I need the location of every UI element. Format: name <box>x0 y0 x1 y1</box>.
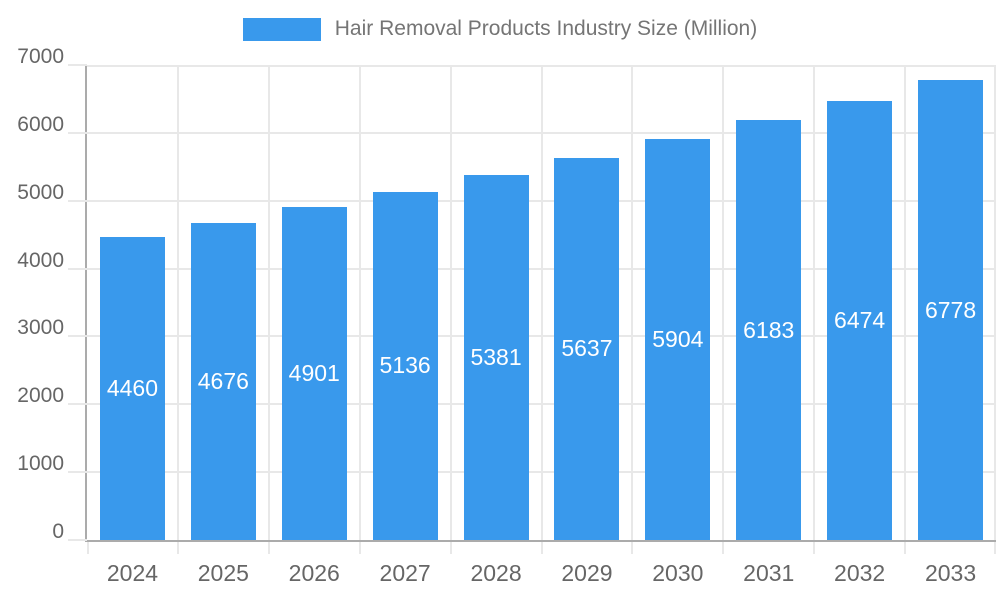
x-tick-label: 2027 <box>379 560 431 586</box>
x-tick-mark <box>994 542 996 554</box>
x-tick-mark <box>904 542 906 554</box>
x-tick-label: 2024 <box>106 560 159 586</box>
v-gridline <box>904 65 906 540</box>
y-tick-mark <box>68 471 87 474</box>
y-tick-label: 4000 <box>17 248 64 272</box>
x-tick-label: 2030 <box>652 560 704 586</box>
y-tick-label: 1000 <box>17 452 64 476</box>
x-tick-label: 2026 <box>288 560 340 586</box>
bar-2031[interactable]: 6183 <box>736 120 802 540</box>
bar-2032[interactable]: 6474 <box>827 100 893 540</box>
bar-value-label: 4460 <box>106 375 159 402</box>
y-tick-label: 2000 <box>17 384 64 408</box>
chart-legend: Hair Removal Products Industry Size (Mil… <box>0 16 1000 42</box>
x-tick-mark <box>722 542 724 554</box>
y-tick-label: 6000 <box>17 112 64 136</box>
plot-area: 4460 4676 4901 5136 5381 5637 5904 6183 6474 6778 <box>87 65 996 540</box>
x-tick-mark <box>541 542 543 554</box>
legend-swatch <box>242 17 321 41</box>
y-tick-label: 0 <box>52 520 64 543</box>
v-gridline <box>994 65 996 540</box>
x-tick-mark <box>268 542 270 554</box>
x-tick-label: 2028 <box>470 560 522 586</box>
y-axis-line <box>85 65 87 542</box>
v-gridline <box>359 65 361 540</box>
bar-2025[interactable]: 4676 <box>190 222 256 540</box>
y-tick-mark <box>68 64 87 66</box>
bar-2029[interactable]: 5637 <box>554 157 620 540</box>
x-tick-mark <box>450 542 452 554</box>
y-tick-label: 5000 <box>17 180 64 204</box>
bar-value-label: 4676 <box>197 367 249 394</box>
x-tick-mark <box>177 542 179 554</box>
x-tick-mark <box>359 542 361 554</box>
bar-2028[interactable]: 5381 <box>463 174 529 540</box>
bar-value-label: 5637 <box>561 335 613 362</box>
bar-2030[interactable]: 5904 <box>645 139 711 540</box>
x-tick-label: 2032 <box>834 560 886 586</box>
bar-value-label: 6778 <box>924 296 977 323</box>
y-tick-mark <box>68 267 87 270</box>
y-tick-mark <box>68 403 87 406</box>
bar-value-label: 5904 <box>652 326 704 353</box>
bar-2024[interactable]: 4460 <box>99 237 165 540</box>
bar-value-label: 4901 <box>288 360 340 387</box>
bar-value-label: 6183 <box>743 316 795 343</box>
y-axis: 0 1000 2000 3000 4000 5000 6000 7000 <box>0 0 87 600</box>
bar-2033[interactable]: 6778 <box>918 80 984 540</box>
v-gridline <box>541 65 543 540</box>
y-tick-mark <box>68 131 87 134</box>
x-tick-mark <box>813 542 815 554</box>
y-tick-mark <box>68 199 87 202</box>
x-tick-mark <box>87 542 89 554</box>
y-tick-label: 3000 <box>17 316 64 340</box>
v-gridline <box>631 65 633 540</box>
y-tick-mark <box>68 539 87 541</box>
x-tick-label: 2031 <box>743 560 795 586</box>
legend-item[interactable]: Hair Removal Products Industry Size (Mil… <box>242 16 758 42</box>
v-gridline <box>813 65 815 540</box>
v-gridline <box>722 65 724 540</box>
v-gridline <box>450 65 452 540</box>
bar-2026[interactable]: 4901 <box>281 207 347 540</box>
bar-value-label: 5381 <box>470 343 522 370</box>
y-tick-label: 7000 <box>17 45 64 68</box>
bar-value-label: 5136 <box>379 352 431 379</box>
x-tick-label: 2025 <box>197 560 249 586</box>
x-axis: 2024 2025 2026 2027 2028 2029 2030 2031 2032 2033 <box>87 542 996 600</box>
x-tick-label: 2029 <box>561 560 613 586</box>
bar-2027[interactable]: 5136 <box>372 191 438 540</box>
bar-value-label: 6474 <box>834 306 886 333</box>
v-gridline <box>268 65 270 540</box>
x-tick-mark <box>631 542 633 554</box>
y-tick-mark <box>68 335 87 338</box>
chart-title: Hair Removal Products Industry Size (Mil… <box>334 17 758 40</box>
x-axis-line <box>85 540 996 542</box>
x-tick-label: 2033 <box>924 560 977 586</box>
v-gridline <box>177 65 179 540</box>
